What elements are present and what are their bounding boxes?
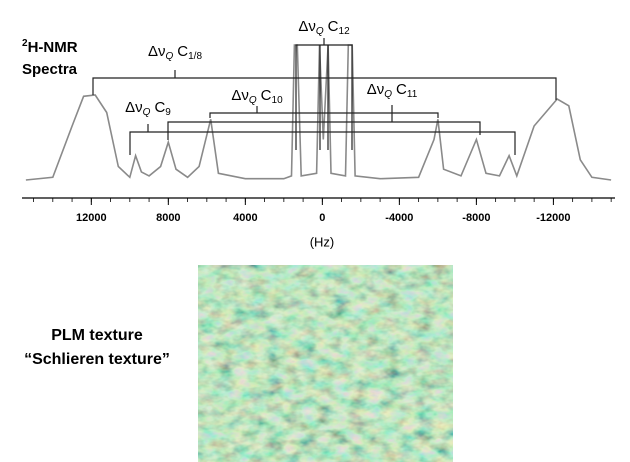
title-text: H-NMR [28,39,78,56]
annotation-label-sub: 11 [407,89,418,100]
annotation-base: Δν [125,99,143,116]
annotation-base-sub: Q [143,107,151,118]
annotation-label: ΔνQ C1/8 [148,43,202,62]
spectrum-title: 2H-NMR Spectra [22,38,78,78]
title-line-2: Spectra [22,61,78,78]
annotation-label-text: C [177,43,188,60]
annotation-label-text: C [328,18,339,35]
bracket [92,70,557,100]
annotation-base-sub: Q [316,26,324,37]
spectrum-line [25,44,612,181]
bracket [129,124,516,155]
annotation-label-text: C [396,81,407,98]
annotation-base: Δν [367,81,385,98]
annotation-label: ΔνQ C10 [231,87,283,106]
annotation-base: Δν [298,18,316,35]
title-superscript: 2 [22,38,28,49]
caption-line-1: PLM texture [51,327,143,344]
micrograph [198,265,453,462]
x-tick-label: 0 [319,212,325,224]
title-line-1: 2H-NMR [22,38,78,56]
bracket [167,105,481,140]
annotation-label: ΔνQ C12 [298,18,350,37]
annotation-label-sub: 1/8 [188,51,202,62]
annotation-label-text: C [154,99,165,116]
annotation-label: ΔνQ C11 [367,81,418,100]
annotation-base: Δν [148,43,166,60]
x-tick-label: 4000 [233,212,257,224]
x-tick-label: 12000 [76,212,107,224]
x-tick-label: -8000 [462,212,490,224]
x-tick-label: -4000 [385,212,413,224]
annotation-base-sub: Q [249,95,257,106]
caption-line-2: “Schlieren texture” [24,351,170,368]
annotation-label: ΔνQ C9 [125,99,171,118]
x-tick-label: 8000 [156,212,180,224]
annotation-label-text: C [261,87,272,104]
bracket [209,106,439,118]
x-tick-label: -12000 [536,212,570,224]
annotation-base-sub: Q [384,89,392,100]
annotation-base-sub: Q [166,51,174,62]
annotation-label-sub: 9 [165,107,171,118]
annotation-label-sub: 12 [339,26,351,37]
annotation-label-sub: 10 [272,95,284,106]
annotation-base: Δν [231,87,249,104]
x-axis-label: (Hz) [310,234,335,249]
bracket [295,38,353,150]
